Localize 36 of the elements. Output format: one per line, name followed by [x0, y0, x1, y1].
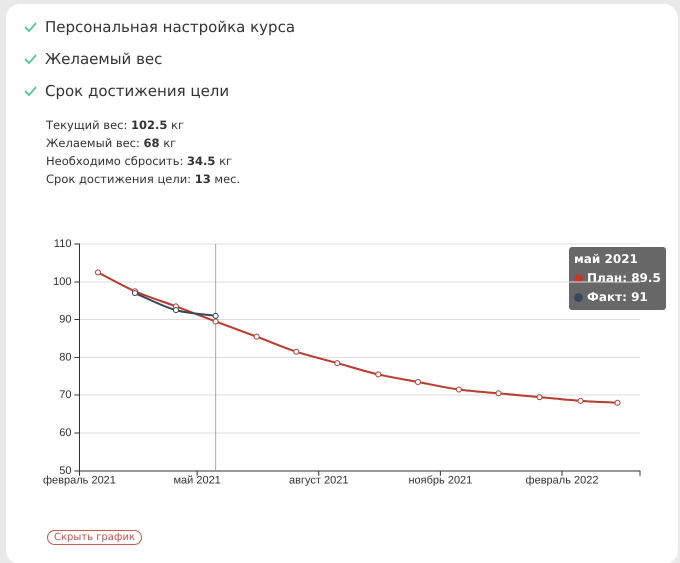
x-tick-label: август 2021 [289, 474, 348, 486]
text: Персональная настройка курса [45, 18, 296, 36]
point [254, 334, 260, 340]
y-tick-label: 80 [59, 351, 72, 364]
text: Текущий вес: 102.5 кг [46, 118, 184, 132]
point [212, 318, 219, 324]
y-tick-label: 100 [53, 276, 72, 288]
y-tick-label: 90 [59, 314, 72, 326]
text: Желаемый вес [45, 50, 162, 68]
point [496, 390, 502, 396]
x-tick-label: февраль 2021 [42, 474, 116, 486]
text: Срок достижения цели [45, 82, 230, 100]
x-tick-label: ноябрь 2021 [408, 474, 472, 486]
annotation: Факт: 91 [586, 289, 649, 306]
point [212, 312, 219, 319]
point [334, 360, 340, 366]
x-tick-label: май 2021 [173, 474, 221, 486]
annotation: май 2021 [574, 251, 639, 268]
point [293, 348, 300, 355]
point [94, 269, 101, 276]
y-tick-label: 60 [59, 427, 72, 440]
point [614, 400, 621, 406]
text: Необходимо сбросить: 34.5 кг [46, 154, 232, 168]
y-tick-label: 50 [59, 464, 72, 477]
y-tick-label: 110 [54, 238, 72, 250]
point [172, 307, 179, 314]
point [414, 378, 421, 385]
x-tick-label: февраль 2022 [526, 474, 598, 486]
point [578, 398, 584, 404]
point [456, 386, 462, 393]
text: Желаемый вес: 68 кг [46, 136, 176, 150]
point [536, 394, 543, 400]
y-tick-label: 70 [59, 389, 72, 402]
text: Скрыть график [47, 530, 142, 545]
text: Срок достижения цели: 13 мес. [46, 172, 240, 186]
point [375, 371, 382, 378]
